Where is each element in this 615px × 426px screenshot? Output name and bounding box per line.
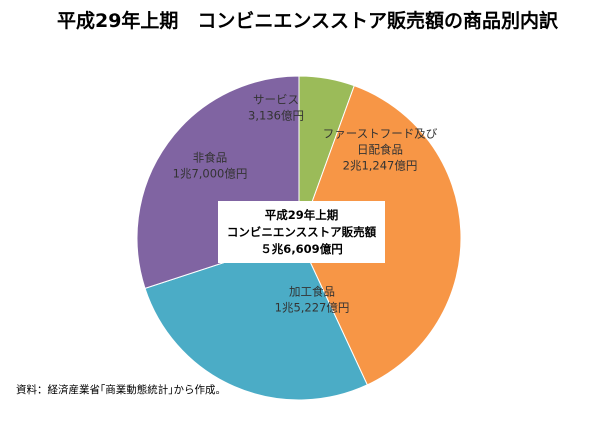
center-box-subject: コンビニエンスストア販売額 — [226, 224, 377, 239]
slice-label: 1兆5,227億円 — [275, 301, 350, 315]
pie-slice — [144, 237, 368, 401]
chart-title: 平成29年上期 コンビニエンスストア販売額の商品別内訳 — [56, 10, 559, 32]
slice-label: ファーストフード及び — [323, 127, 438, 141]
slice-label: 非食品 — [193, 151, 228, 165]
center-box-period: 平成29年上期 — [264, 207, 339, 222]
source-note: 資料：経済産業省｢商業動態統計｣から作成。 — [16, 384, 226, 396]
slice-label: 日配食品 — [357, 143, 403, 157]
center-box-total: ５兆6,609億円 — [260, 241, 343, 256]
slice-label: 2兆1,247億円 — [343, 159, 418, 173]
slice-label: 1兆7,000億円 — [173, 167, 248, 181]
center-total-box: 平成29年上期 コンビニエンスストア販売額 ５兆6,609億円 — [218, 201, 385, 263]
slice-label: 3,136億円 — [248, 109, 304, 123]
slice-label: サービス — [253, 93, 299, 107]
slice-label: 加工食品 — [289, 285, 335, 299]
